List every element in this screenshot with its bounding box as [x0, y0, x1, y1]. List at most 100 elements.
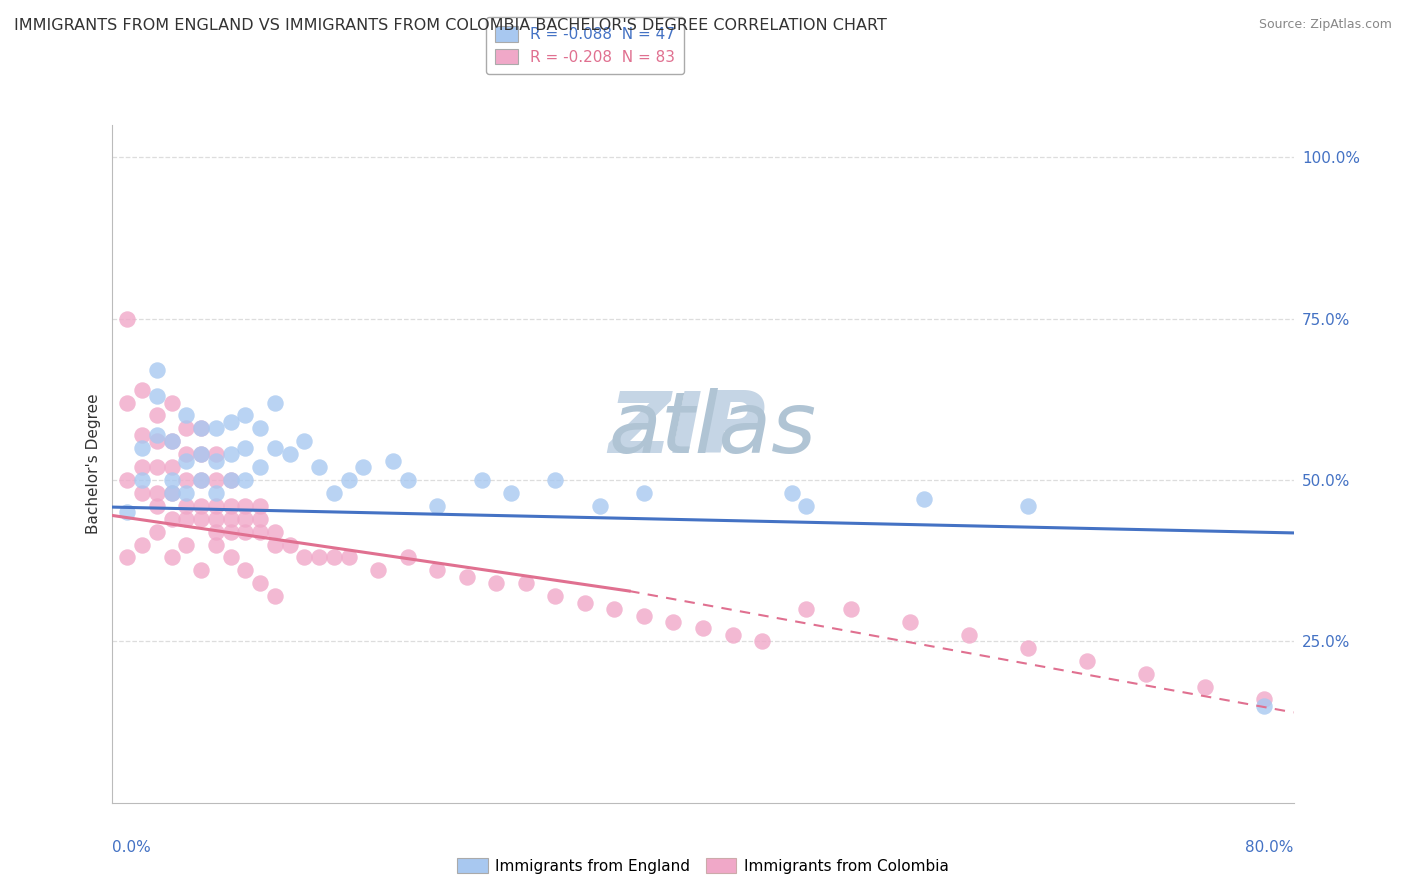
Point — [146, 460, 169, 475]
Point — [603, 602, 626, 616]
Point — [205, 447, 228, 461]
Point — [205, 421, 228, 435]
Point — [160, 512, 183, 526]
Point — [160, 486, 183, 500]
Point — [396, 473, 419, 487]
Point — [264, 589, 287, 603]
Point — [382, 453, 405, 467]
Point — [914, 492, 936, 507]
Point — [796, 602, 818, 616]
Point — [292, 434, 315, 449]
Point — [323, 486, 346, 500]
Point — [146, 486, 169, 500]
Point — [278, 537, 301, 551]
Point — [249, 576, 271, 591]
Point — [160, 395, 183, 409]
Point — [249, 499, 271, 513]
Point — [515, 576, 537, 591]
Text: 0.0%: 0.0% — [112, 840, 152, 855]
Point — [264, 441, 287, 455]
Text: Source: ZipAtlas.com: Source: ZipAtlas.com — [1258, 18, 1392, 31]
Point — [264, 395, 287, 409]
Point — [174, 447, 197, 461]
Point — [117, 550, 138, 565]
Point — [308, 460, 330, 475]
Point — [544, 473, 567, 487]
Point — [633, 486, 655, 500]
Point — [1017, 640, 1039, 655]
Point — [205, 512, 228, 526]
Point — [264, 537, 287, 551]
Point — [174, 409, 197, 423]
Point — [426, 563, 449, 577]
Point — [146, 363, 169, 377]
Point — [323, 550, 346, 565]
Point — [174, 453, 197, 467]
Point — [1194, 680, 1216, 694]
Point — [117, 505, 138, 519]
Point — [205, 537, 228, 551]
Point — [219, 512, 242, 526]
Point — [1253, 692, 1275, 706]
Point — [839, 602, 862, 616]
Point — [160, 460, 183, 475]
Point — [337, 473, 360, 487]
Point — [233, 409, 256, 423]
Point — [190, 473, 212, 487]
Point — [117, 311, 138, 326]
Point — [588, 499, 610, 513]
Point — [544, 589, 567, 603]
Point — [190, 421, 212, 435]
Point — [219, 524, 242, 539]
Point — [146, 427, 169, 442]
Point — [692, 622, 714, 636]
Point — [264, 524, 287, 539]
Point — [131, 427, 153, 442]
Point — [456, 570, 478, 584]
Point — [205, 499, 228, 513]
Point — [190, 563, 212, 577]
Point — [205, 453, 228, 467]
Y-axis label: Bachelor's Degree: Bachelor's Degree — [86, 393, 101, 534]
Point — [219, 499, 242, 513]
Point — [780, 486, 803, 500]
Point — [131, 537, 153, 551]
Point — [751, 634, 773, 648]
Text: 80.0%: 80.0% — [1246, 840, 1294, 855]
Point — [131, 441, 153, 455]
Point — [146, 409, 169, 423]
Point — [278, 447, 301, 461]
Point — [146, 389, 169, 403]
Point — [146, 499, 169, 513]
Point — [205, 473, 228, 487]
Point — [501, 486, 523, 500]
Point — [160, 473, 183, 487]
Point — [219, 473, 242, 487]
Point — [117, 473, 138, 487]
Point — [233, 563, 256, 577]
Point — [249, 460, 271, 475]
Point — [174, 499, 197, 513]
Point — [1017, 499, 1039, 513]
Point — [131, 383, 153, 397]
Point — [721, 628, 744, 642]
Point — [190, 499, 212, 513]
Point — [796, 499, 818, 513]
Point — [174, 512, 197, 526]
Text: ZIP: ZIP — [609, 388, 766, 472]
Point — [205, 486, 228, 500]
Point — [146, 434, 169, 449]
Point — [485, 576, 508, 591]
Point — [367, 563, 389, 577]
Point — [308, 550, 330, 565]
Point — [426, 499, 449, 513]
Point — [249, 421, 271, 435]
Point — [249, 512, 271, 526]
Point — [190, 447, 212, 461]
Point — [190, 447, 212, 461]
Point — [662, 615, 685, 629]
Point — [574, 596, 596, 610]
Point — [233, 512, 256, 526]
Text: IMMIGRANTS FROM ENGLAND VS IMMIGRANTS FROM COLOMBIA BACHELOR'S DEGREE CORRELATIO: IMMIGRANTS FROM ENGLAND VS IMMIGRANTS FR… — [14, 18, 887, 33]
Point — [131, 473, 153, 487]
